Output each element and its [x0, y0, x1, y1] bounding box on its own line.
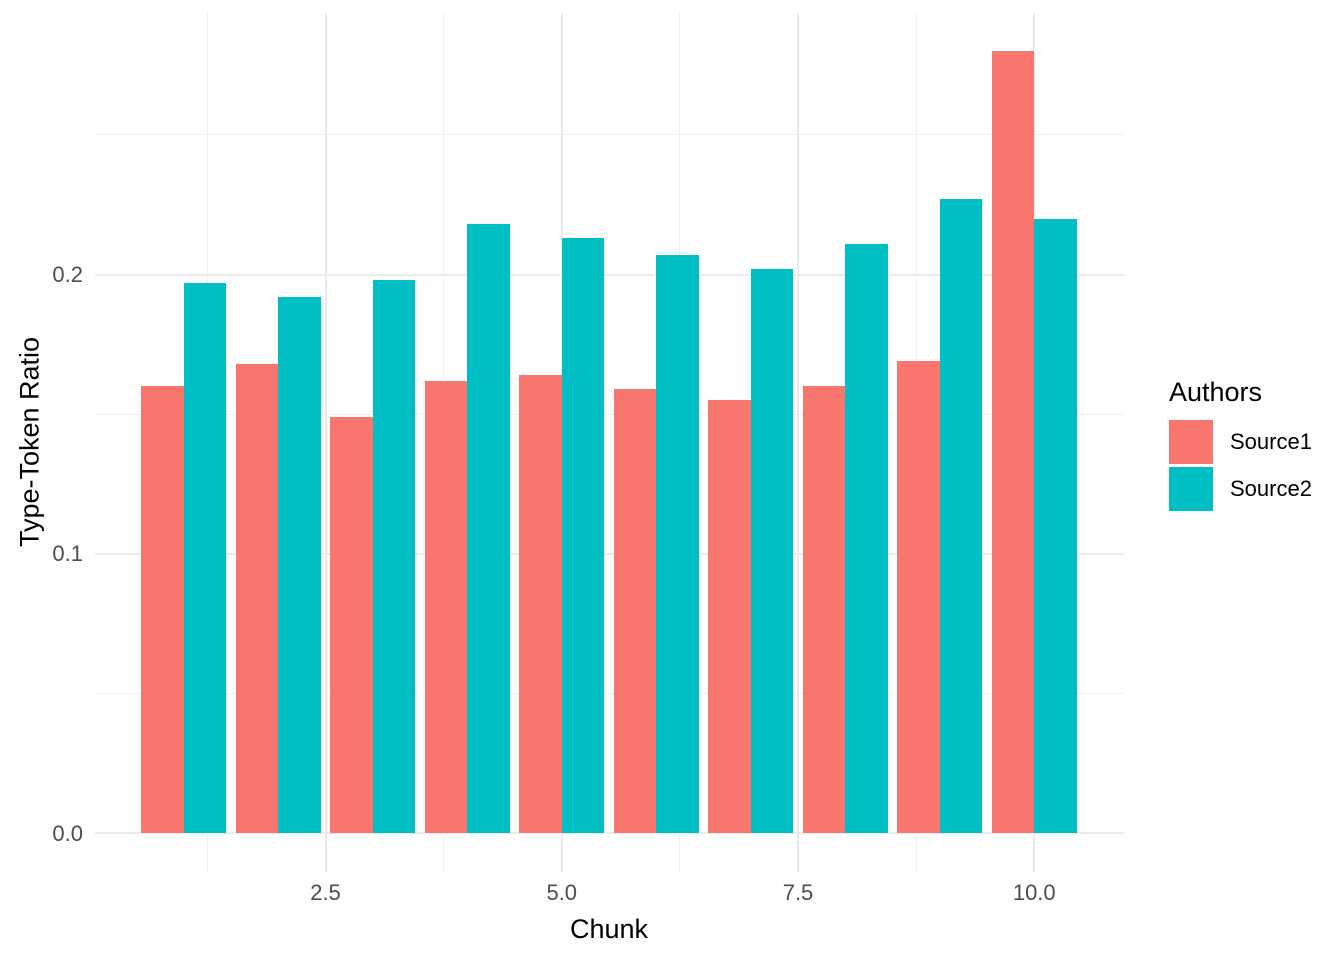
bar-source1-chunk-5	[519, 375, 562, 833]
bar-source2-chunk-2	[278, 296, 321, 833]
x-tick-label: 7.5	[782, 880, 814, 905]
y-tick-label: 0.1	[52, 541, 83, 567]
bar-source1-chunk-10	[991, 51, 1035, 833]
bar-source1-chunk-4	[424, 380, 468, 833]
bar-source2-chunk-8	[845, 243, 888, 833]
legend-items: Source1 Source2	[1169, 420, 1312, 511]
bar-source2-chunk-6	[656, 254, 699, 833]
bar-source2-chunk-4	[467, 224, 510, 833]
bar-source1-chunk-7	[708, 400, 751, 833]
plot-panel	[95, 13, 1124, 872]
bar-source2-chunk-3	[372, 280, 416, 833]
gridline-y-minor	[95, 413, 1124, 415]
x-tick-label: 2.5	[310, 880, 341, 905]
gridline-y-major	[95, 552, 1124, 555]
gridline-x-major	[797, 13, 799, 872]
bar-source1-chunk-3	[330, 416, 373, 833]
bar-source1-chunk-8	[802, 386, 846, 833]
gridline-x-major	[324, 13, 327, 872]
bar-source2-chunk-5	[561, 238, 605, 833]
bar-source2-chunk-7	[750, 268, 794, 833]
gridline-y-major	[95, 832, 1124, 834]
y-tick-label: 0.0	[52, 820, 83, 846]
y-axis-title: Type-Token Ratio	[14, 336, 45, 548]
legend-item-source1: Source1	[1169, 420, 1312, 464]
legend-key-swatch	[1169, 467, 1213, 511]
legend-item-label: Source2	[1230, 476, 1312, 501]
bar-source1-chunk-6	[613, 388, 657, 833]
x-tick-label: 10.0	[1012, 880, 1056, 905]
legend-key-swatch	[1169, 420, 1213, 464]
bar-source1-chunk-2	[235, 363, 279, 833]
bar-source1-chunk-1	[141, 386, 184, 833]
legend-title: Authors	[1169, 377, 1263, 407]
y-tick-label: 0.2	[52, 262, 83, 287]
x-tick-label: 5.0	[546, 880, 578, 905]
gridline-y-major	[95, 273, 1124, 276]
bar-source1-chunk-9	[897, 361, 940, 833]
legend-item-label: Source1	[1230, 429, 1312, 454]
legend: Authors Source1 Source2	[1169, 377, 1312, 514]
x-axis-title: Chunk	[569, 914, 649, 944]
gridline-y-minor	[95, 134, 1124, 136]
gridline-y-minor	[95, 692, 1124, 694]
bar-source2-chunk-9	[939, 199, 983, 833]
legend-item-source2: Source2	[1169, 467, 1312, 511]
bar-source2-chunk-1	[183, 282, 227, 833]
bar-source2-chunk-10	[1034, 218, 1077, 833]
